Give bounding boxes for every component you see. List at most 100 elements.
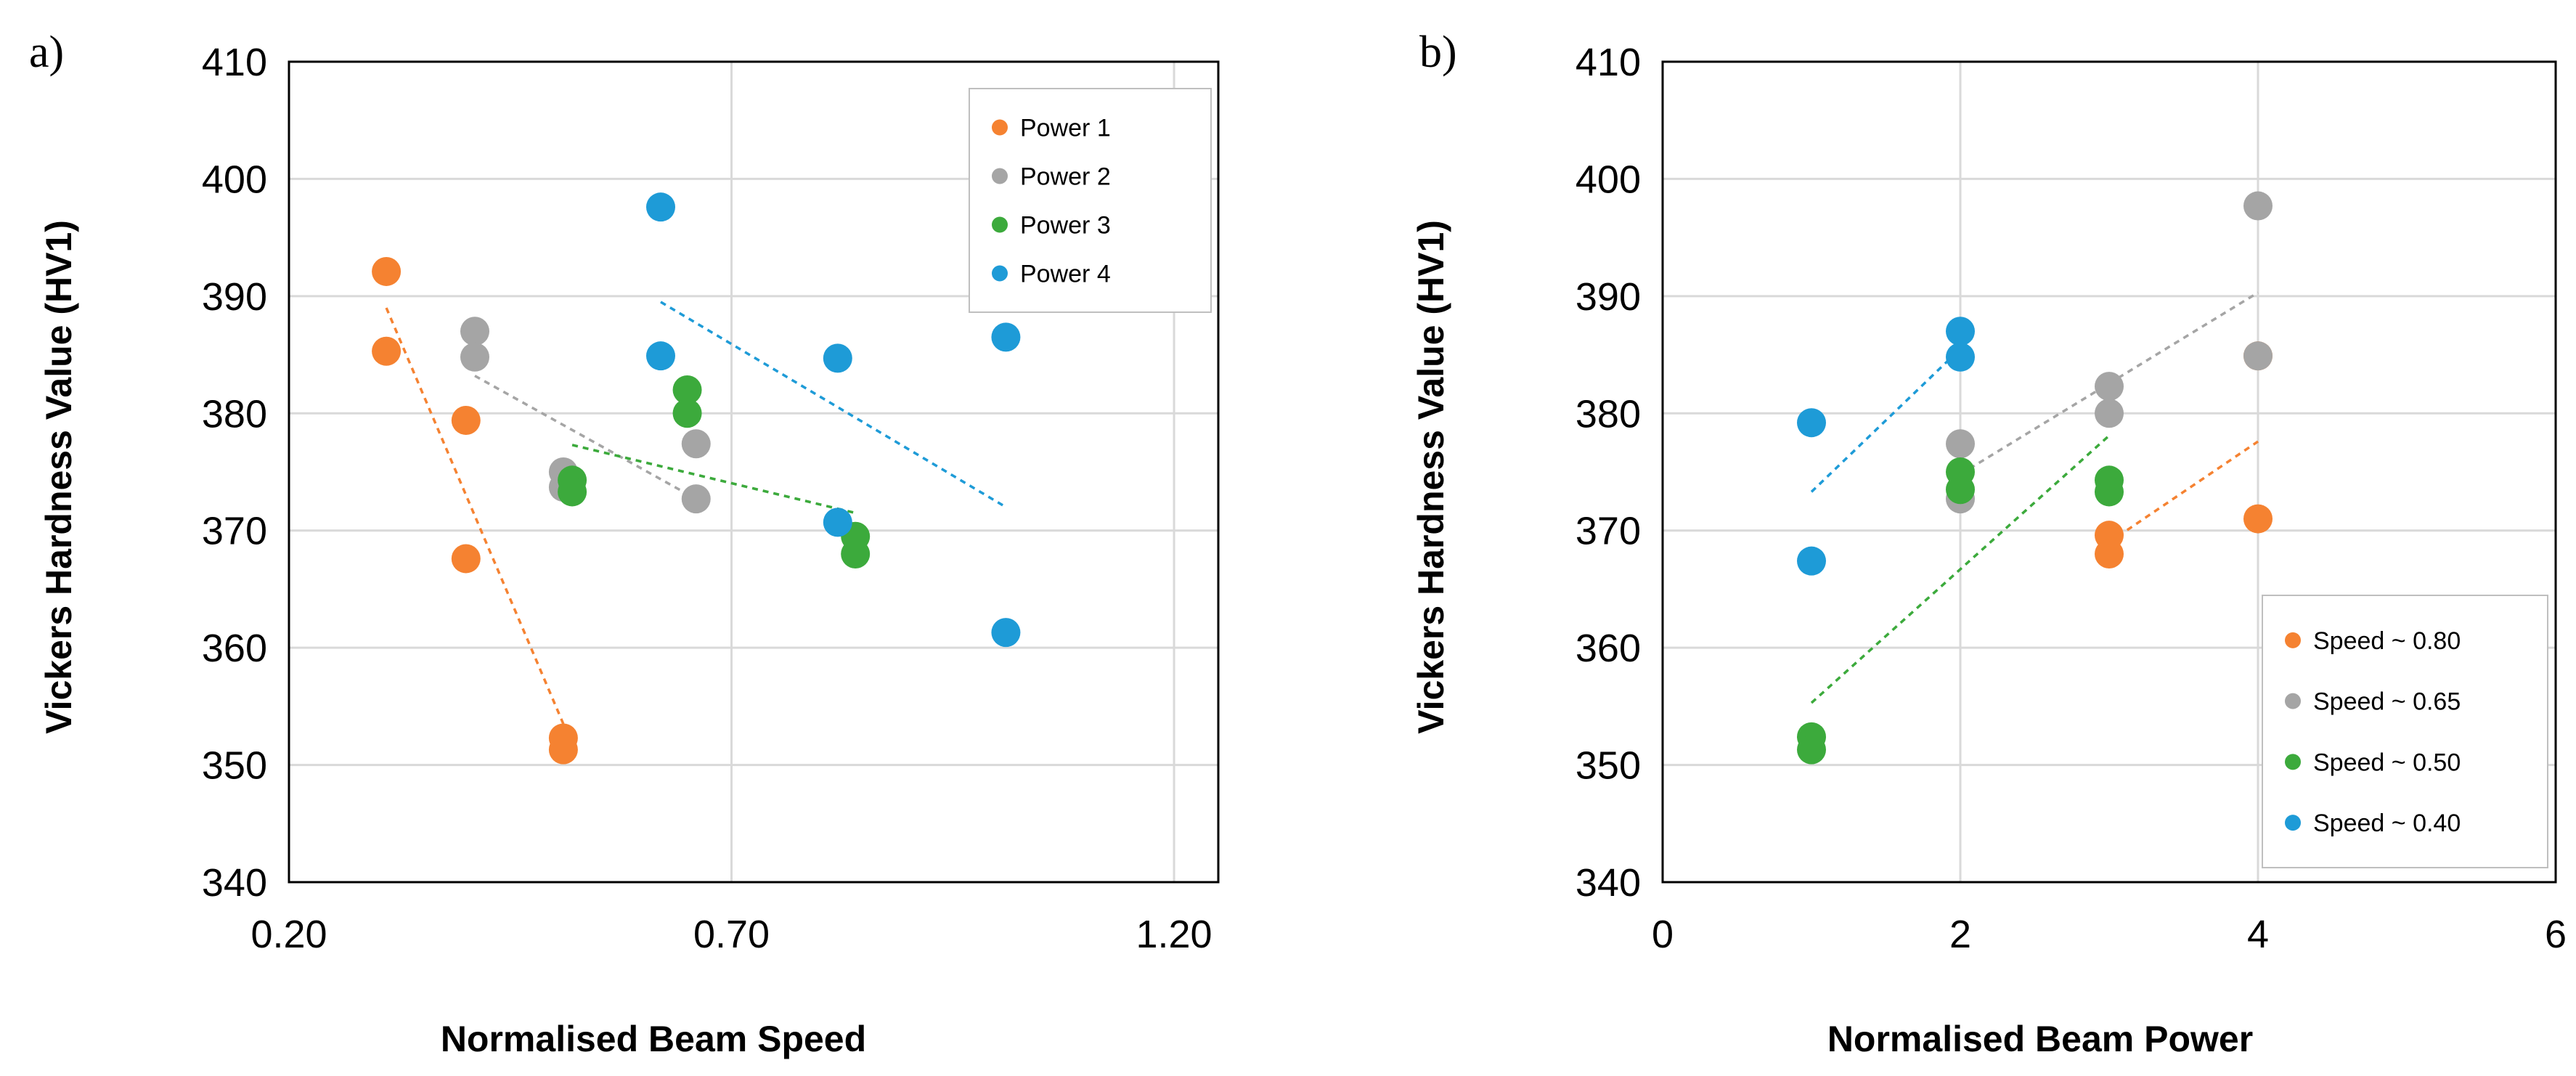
y-tick-label: 360 bbox=[1576, 627, 1641, 670]
data-point bbox=[2095, 477, 2124, 507]
data-point bbox=[681, 429, 711, 459]
plot-area-frame bbox=[288, 60, 1220, 884]
chart-b-trendlines bbox=[1810, 291, 2259, 704]
y-tick-label: 410 bbox=[1576, 41, 1641, 84]
legend-label: Speed ~ 0.50 bbox=[2313, 749, 2461, 776]
data-point bbox=[2095, 539, 2124, 568]
chart-a-x-axis-title: Normalised Beam Speed bbox=[441, 1019, 866, 1059]
data-point bbox=[2243, 191, 2273, 221]
data-point bbox=[451, 405, 481, 435]
legend-label: Speed ~ 0.40 bbox=[2313, 810, 2461, 837]
data-point bbox=[991, 322, 1021, 352]
legend-label: Power 3 bbox=[1020, 212, 1111, 240]
y-tick-label: 340 bbox=[202, 861, 267, 905]
data-point bbox=[991, 618, 1021, 648]
data-point bbox=[2243, 504, 2273, 534]
legend-label: Power 4 bbox=[1020, 261, 1111, 288]
legend-marker bbox=[2285, 693, 2301, 709]
y-tick-label: 370 bbox=[1576, 510, 1641, 553]
chart-b-legend: Speed ~ 0.80 Speed ~ 0.65 Speed ~ 0.50 Spee… bbox=[2262, 595, 2548, 868]
data-point bbox=[1797, 735, 1826, 765]
y-tick-label: 360 bbox=[202, 627, 267, 670]
trendline bbox=[1810, 434, 2111, 704]
legend-marker bbox=[992, 168, 1008, 184]
legend-box bbox=[969, 88, 1212, 313]
legend-marker bbox=[992, 119, 1008, 136]
data-point bbox=[548, 735, 578, 765]
legend-box bbox=[2262, 595, 2548, 868]
legend-marker bbox=[992, 265, 1008, 282]
legend-label: Speed ~ 0.80 bbox=[2313, 627, 2461, 655]
trendline bbox=[660, 301, 1007, 508]
data-point bbox=[823, 343, 852, 373]
chart-a-y-axis-title: Vickers Hardness Value (HV1) bbox=[38, 220, 79, 734]
chart-a-y-ticks: 340 350 360 370 380 390 400 410 bbox=[202, 41, 267, 905]
x-tick-label: 0 bbox=[1652, 913, 1674, 956]
legend-marker bbox=[2285, 815, 2301, 831]
chart-b: b) 340 350 360 370 380 390 400 410 0 2 4 6 Normali… bbox=[1411, 28, 2567, 1059]
x-tick-label: 4 bbox=[2247, 913, 2269, 956]
plot-area-frame bbox=[1661, 60, 2557, 884]
chart-a-points bbox=[372, 192, 1021, 765]
y-tick-label: 380 bbox=[202, 392, 267, 436]
legend-label: Power 1 bbox=[1020, 115, 1111, 142]
chart-a-panel-label: a) bbox=[29, 28, 64, 77]
data-point bbox=[2243, 341, 2273, 371]
data-point bbox=[646, 192, 675, 222]
chart-b-y-axis-title: Vickers Hardness Value (HV1) bbox=[1411, 220, 1451, 734]
legend-marker bbox=[2285, 632, 2301, 648]
data-point bbox=[1946, 429, 1975, 459]
data-point bbox=[1797, 546, 1826, 576]
chart-b-x-axis-title: Normalised Beam Power bbox=[1827, 1019, 2253, 1059]
y-tick-label: 390 bbox=[202, 275, 267, 319]
chart-b-points bbox=[1797, 191, 2273, 765]
y-tick-label: 370 bbox=[202, 510, 267, 553]
chart-a-trendlines bbox=[385, 301, 1007, 725]
y-tick-label: 400 bbox=[202, 158, 267, 201]
trendline bbox=[2108, 440, 2259, 544]
data-point bbox=[558, 477, 587, 507]
trendline bbox=[474, 375, 697, 500]
data-point bbox=[2095, 372, 2124, 402]
x-tick-label: 2 bbox=[1949, 913, 1971, 956]
y-tick-label: 350 bbox=[202, 744, 267, 788]
legend-marker bbox=[992, 216, 1008, 233]
y-tick-label: 400 bbox=[1576, 158, 1641, 201]
chart-b-panel-label: b) bbox=[1419, 28, 1457, 77]
data-point bbox=[823, 508, 852, 537]
data-point bbox=[841, 539, 871, 568]
legend-label: Power 2 bbox=[1020, 163, 1111, 191]
x-tick-label: 1.20 bbox=[1136, 913, 1212, 956]
data-point bbox=[460, 317, 489, 346]
chart-b-y-ticks: 340 350 360 370 380 390 400 410 bbox=[1576, 41, 1641, 905]
trendline bbox=[1810, 348, 1962, 493]
data-point bbox=[2095, 399, 2124, 428]
data-point bbox=[1946, 317, 1975, 346]
data-point bbox=[1946, 342, 1975, 372]
y-tick-label: 390 bbox=[1576, 275, 1641, 319]
legend-marker bbox=[2285, 754, 2301, 770]
x-tick-label: 6 bbox=[2545, 913, 2567, 956]
data-point bbox=[681, 484, 711, 514]
data-point bbox=[672, 375, 702, 404]
chart-a-x-ticks: 0.20 0.70 1.20 bbox=[250, 913, 1212, 956]
y-tick-label: 340 bbox=[1576, 861, 1641, 905]
data-point bbox=[672, 399, 702, 428]
x-tick-label: 0.70 bbox=[693, 913, 770, 956]
trendline bbox=[571, 444, 856, 515]
data-point bbox=[460, 342, 489, 372]
data-point bbox=[646, 341, 675, 371]
data-point bbox=[372, 336, 402, 366]
data-point bbox=[1797, 408, 1826, 438]
y-tick-label: 380 bbox=[1576, 392, 1641, 436]
chart-a: a) 340 350 360 370 380 390 400 410 0.20 0.70 1.20… bbox=[29, 28, 1220, 1059]
y-tick-label: 350 bbox=[1576, 744, 1641, 788]
chart-b-x-ticks: 0 2 4 6 bbox=[1652, 913, 2567, 956]
chart-a-legend: Power 1 Power 2 Power 3 Power 4 bbox=[969, 88, 1212, 313]
legend-label: Speed ~ 0.65 bbox=[2313, 688, 2461, 716]
data-point bbox=[372, 256, 402, 286]
x-tick-label: 0.20 bbox=[250, 913, 327, 956]
data-point bbox=[1946, 475, 1975, 505]
y-tick-label: 410 bbox=[202, 41, 267, 84]
